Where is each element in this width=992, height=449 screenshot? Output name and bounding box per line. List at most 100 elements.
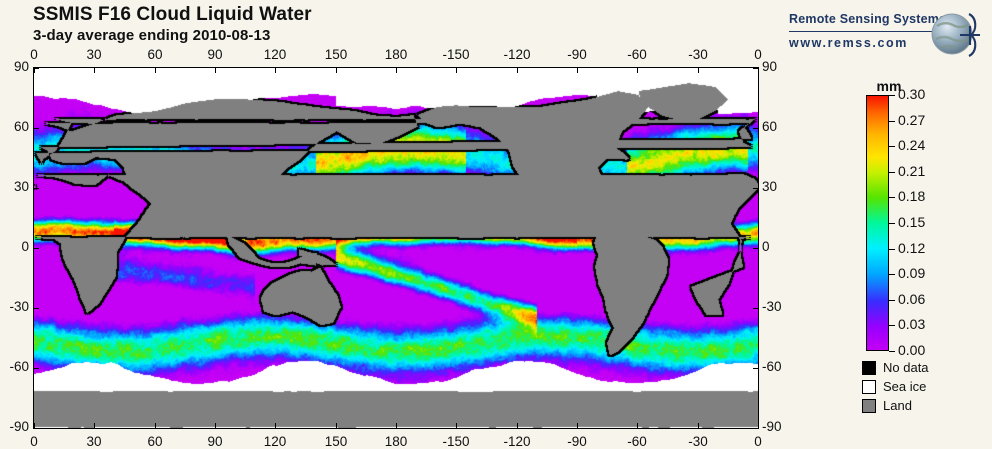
colorbar-tick-label: 0.24 <box>898 137 926 153</box>
x-axis-tick <box>758 68 759 73</box>
colorbar-tick-label: 0.06 <box>898 291 926 307</box>
x-axis-label-bottom: -30 <box>688 434 708 449</box>
x-axis-label-top: 150 <box>324 47 348 62</box>
colorbar-tick-label: 0.21 <box>898 163 926 179</box>
x-axis-label-bottom: 30 <box>86 434 102 449</box>
x-axis-tick <box>396 423 397 428</box>
colorbar-tick <box>889 223 895 224</box>
map-legend: No data Sea ice Land <box>862 358 982 415</box>
y-axis-label-left: -60 <box>9 359 29 374</box>
y-axis-label-left: -90 <box>9 419 29 434</box>
x-axis-tick <box>155 68 156 73</box>
x-axis-tick <box>758 423 759 428</box>
x-axis-label-bottom: 60 <box>147 434 163 449</box>
x-axis-tick <box>94 68 95 73</box>
x-axis-label-top: 0 <box>30 47 38 62</box>
colorbar-tick-label: 0.03 <box>898 316 926 332</box>
x-axis-tick <box>637 68 638 73</box>
x-axis-label-top: -90 <box>567 47 587 62</box>
colorbar-tick <box>889 325 895 326</box>
y-axis-label-left: 60 <box>13 119 29 134</box>
colorbar-tick <box>889 249 895 250</box>
colorbar <box>866 95 889 351</box>
x-axis-tick <box>275 423 276 428</box>
globe-icon <box>931 13 980 57</box>
map-plot-area[interactable] <box>33 67 759 429</box>
x-axis-label-top: -30 <box>688 47 708 62</box>
x-axis-tick <box>34 423 35 428</box>
legend-swatch <box>862 379 876 394</box>
legend-item: No data <box>862 358 982 377</box>
x-axis-label-bottom: -60 <box>627 434 647 449</box>
colorbar-unit-label: mm <box>876 78 902 94</box>
y-axis-tick <box>34 128 39 129</box>
y-axis-tick <box>753 128 758 129</box>
logo-organization-name: Remote Sensing Systems <box>789 12 947 26</box>
x-axis-tick <box>396 68 397 73</box>
colorbar-tick <box>889 95 895 96</box>
x-axis-tick <box>336 68 337 73</box>
x-axis-tick <box>517 423 518 428</box>
y-axis-tick <box>34 308 39 309</box>
colorbar-tick <box>889 274 895 275</box>
legend-swatch <box>862 360 876 375</box>
colorbar-tick-label: 0.27 <box>898 112 926 128</box>
x-axis-tick <box>275 68 276 73</box>
y-axis-tick <box>753 368 758 369</box>
y-axis-label-right: -90 <box>762 419 782 434</box>
y-axis-tick <box>753 188 758 189</box>
y-axis-tick <box>34 368 39 369</box>
y-axis-label-right: 60 <box>762 119 778 134</box>
y-axis-label-right: 30 <box>762 179 778 194</box>
x-axis-tick <box>577 423 578 428</box>
y-axis-tick <box>34 428 39 429</box>
x-axis-label-top: -60 <box>627 47 647 62</box>
y-axis-tick <box>34 248 39 249</box>
y-axis-label-right: 90 <box>762 59 778 74</box>
colorbar-tick-label: 0.12 <box>898 240 926 256</box>
x-axis-label-bottom: 0 <box>754 434 762 449</box>
x-axis-label-bottom: 150 <box>324 434 348 449</box>
x-axis-label-top: 90 <box>207 47 223 62</box>
x-axis-tick <box>215 423 216 428</box>
x-axis-label-top: 30 <box>86 47 102 62</box>
colorbar-tick <box>889 146 895 147</box>
colorbar-tick-label: 0.15 <box>898 214 926 230</box>
legend-label: Sea ice <box>883 379 927 394</box>
x-axis-tick <box>34 68 35 73</box>
x-axis-label-bottom: 90 <box>207 434 223 449</box>
y-axis-label-right: -30 <box>762 299 782 314</box>
cloud-liquid-water-heatmap[interactable] <box>34 68 758 428</box>
x-axis-label-top: -150 <box>442 47 470 62</box>
colorbar-tick-label: 0.00 <box>898 342 926 358</box>
x-axis-label-top: 120 <box>263 47 287 62</box>
legend-label: No data <box>883 360 929 375</box>
colorbar-tick <box>889 197 895 198</box>
y-axis-label-left: 90 <box>13 59 29 74</box>
x-axis-tick <box>94 423 95 428</box>
legend-item: Sea ice <box>862 377 982 396</box>
x-axis-tick <box>698 423 699 428</box>
colorbar-tick <box>889 351 895 352</box>
legend-label: Land <box>883 398 912 413</box>
x-axis-label-top: 60 <box>147 47 163 62</box>
logo-divider <box>789 31 941 32</box>
legend-swatch <box>862 398 876 413</box>
x-axis-tick <box>155 423 156 428</box>
legend-item: Land <box>862 396 982 415</box>
colorbar-tick <box>889 172 895 173</box>
x-axis-tick <box>336 423 337 428</box>
x-axis-label-bottom: 180 <box>384 434 408 449</box>
colorbar-tick <box>889 300 895 301</box>
x-axis-tick <box>577 68 578 73</box>
x-axis-tick <box>517 68 518 73</box>
x-axis-label-bottom: -90 <box>567 434 587 449</box>
y-axis-tick <box>753 428 758 429</box>
x-axis-label-top: 0 <box>754 47 762 62</box>
remss-logo[interactable]: Remote Sensing Systems www.remss.com <box>789 10 980 62</box>
x-axis-label-top: -120 <box>503 47 531 62</box>
y-axis-label-right: -60 <box>762 359 782 374</box>
y-axis-tick <box>34 68 39 69</box>
x-axis-label-bottom: -150 <box>442 434 470 449</box>
x-axis-label-bottom: 120 <box>263 434 287 449</box>
